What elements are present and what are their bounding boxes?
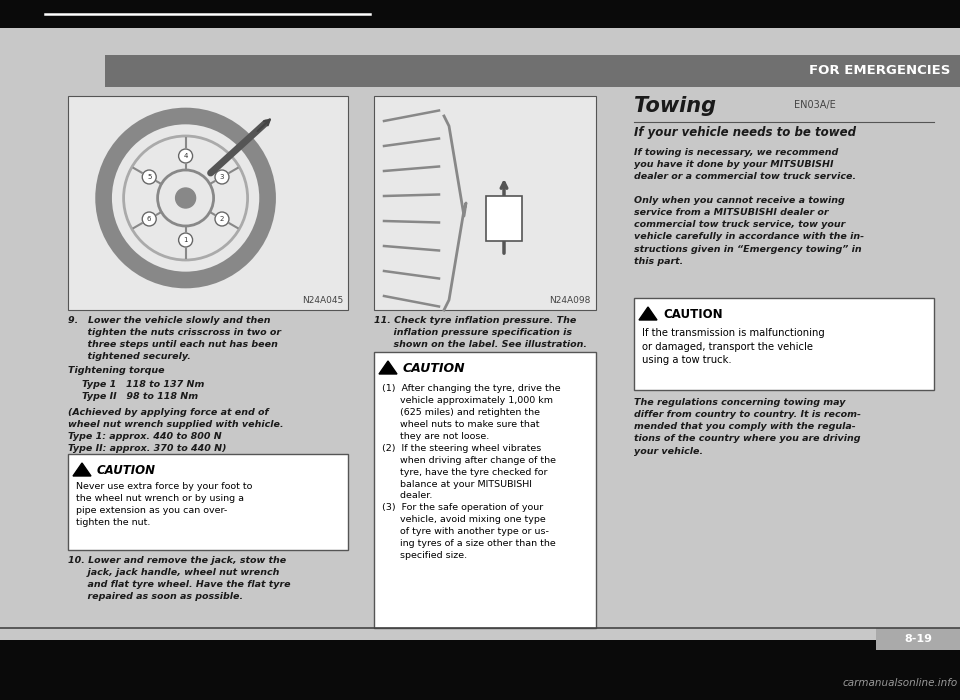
Text: N24A098: N24A098 xyxy=(550,296,591,305)
Text: 9.   Lower the vehicle slowly and then
      tighten the nuts crisscross in two : 9. Lower the vehicle slowly and then tig… xyxy=(68,316,281,361)
Text: CAUTION: CAUTION xyxy=(97,464,156,477)
Text: The regulations concerning towing may
differ from country to country. It is reco: The regulations concerning towing may di… xyxy=(634,398,861,456)
Text: Only when you cannot receive a towing
service from a MITSUBISHI dealer or
commer: Only when you cannot receive a towing se… xyxy=(634,196,864,266)
Text: 2: 2 xyxy=(220,216,225,222)
Polygon shape xyxy=(73,463,91,476)
Text: N24A045: N24A045 xyxy=(301,296,343,305)
Text: If towing is necessary, we recommend
you have it done by your MITSUBISHI
dealer : If towing is necessary, we recommend you… xyxy=(634,148,856,181)
Circle shape xyxy=(179,149,193,163)
Text: 11. Check tyre inflation pressure. The
      inflation pressure specification is: 11. Check tyre inflation pressure. The i… xyxy=(374,316,587,349)
Text: CAUTION: CAUTION xyxy=(403,362,466,375)
Bar xyxy=(68,454,348,550)
Text: Type 1   118 to 137 Nm
Type II   98 to 118 Nm: Type 1 118 to 137 Nm Type II 98 to 118 N… xyxy=(82,380,204,401)
Text: 4: 4 xyxy=(183,153,188,159)
Circle shape xyxy=(179,233,193,247)
Circle shape xyxy=(142,170,156,184)
Text: 8-19: 8-19 xyxy=(904,634,932,644)
Bar xyxy=(486,196,522,241)
Text: If your vehicle needs to be towed: If your vehicle needs to be towed xyxy=(634,126,856,139)
Polygon shape xyxy=(379,361,397,374)
Bar xyxy=(0,28,960,640)
Text: 5: 5 xyxy=(147,174,152,180)
Text: carmanualsonline.info: carmanualsonline.info xyxy=(843,678,958,688)
Bar xyxy=(876,628,960,650)
Text: 1: 1 xyxy=(183,237,188,243)
Text: Tightening torque: Tightening torque xyxy=(68,366,164,375)
Polygon shape xyxy=(639,307,657,320)
Text: FOR EMERGENCIES: FOR EMERGENCIES xyxy=(808,64,950,78)
Text: EN03A/E: EN03A/E xyxy=(794,100,836,110)
Text: If the transmission is malfunctioning
or damaged, transport the vehicle
using a : If the transmission is malfunctioning or… xyxy=(642,328,825,365)
Text: (Achieved by applying force at end of
wheel nut wrench supplied with vehicle.
Ty: (Achieved by applying force at end of wh… xyxy=(68,408,283,454)
Text: CAUTION: CAUTION xyxy=(663,308,723,321)
Text: (1)  After changing the tyre, drive the
      vehicle approximately 1,000 km
   : (1) After changing the tyre, drive the v… xyxy=(382,384,561,560)
Circle shape xyxy=(176,188,196,208)
Bar xyxy=(374,96,596,310)
Text: 10. Lower and remove the jack, stow the
      jack, jack handle, wheel nut wrenc: 10. Lower and remove the jack, stow the … xyxy=(68,556,291,601)
Text: 6: 6 xyxy=(147,216,152,222)
Bar xyxy=(68,96,348,310)
Text: Never use extra force by your foot to
the wheel nut wrench or by using a
pipe ex: Never use extra force by your foot to th… xyxy=(76,482,252,528)
Text: Towing: Towing xyxy=(634,96,716,116)
Circle shape xyxy=(142,212,156,226)
Circle shape xyxy=(215,212,229,226)
Bar xyxy=(105,55,960,87)
Bar xyxy=(374,352,596,628)
Circle shape xyxy=(215,170,229,184)
Text: 3: 3 xyxy=(220,174,225,180)
Bar xyxy=(634,298,934,390)
